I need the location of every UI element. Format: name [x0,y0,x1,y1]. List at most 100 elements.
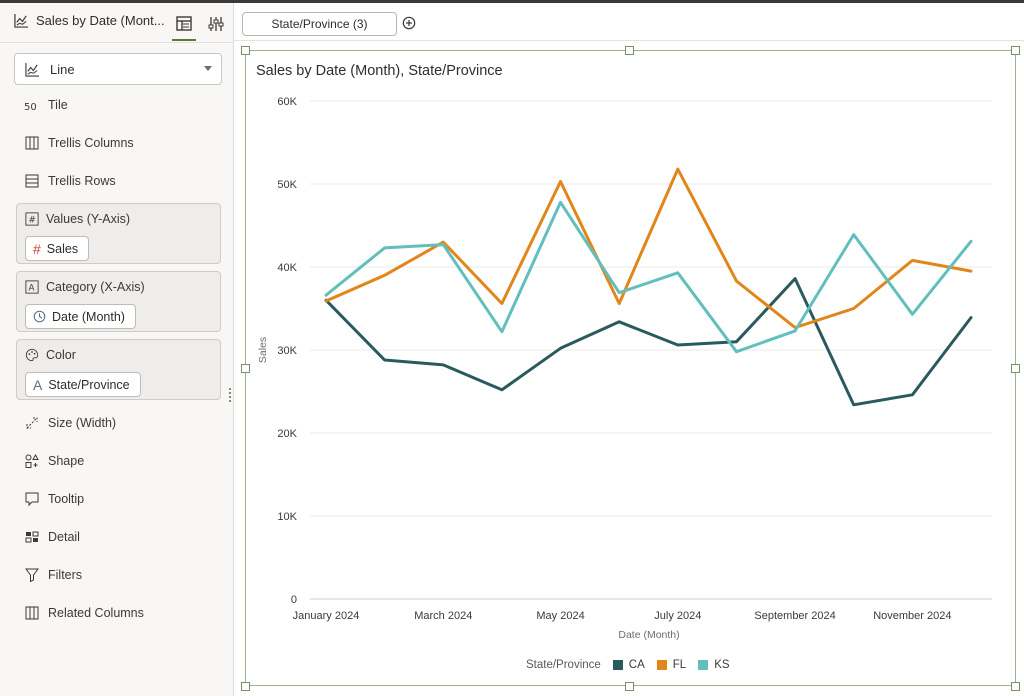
series-line-fl [324,167,973,330]
x-tick-label: January 2024 [293,610,360,622]
y-tick-label: 60K [277,96,297,108]
grammar-item-detail[interactable]: Detail [24,529,80,545]
legend-item-ca[interactable]: CA [612,659,645,671]
data-panel-icon[interactable] [173,13,195,35]
y-tick-label: 50K [277,179,297,191]
resize-handle[interactable] [1011,46,1020,55]
series-line-ks [324,200,973,354]
grammar-item-filters[interactable]: Filters [24,567,82,583]
number-icon: # [25,212,39,226]
legend-swatch [612,660,623,670]
attribute-a-icon: A [33,376,43,393]
properties-icon[interactable] [206,13,226,35]
resize-handle[interactable] [1011,682,1020,691]
resize-handle[interactable] [241,682,250,691]
svg-text:#: # [29,216,36,226]
resize-handle[interactable] [625,46,634,55]
trellis-columns-icon [25,136,39,150]
grammar-item-label: Shape [48,454,85,468]
well-title-label: Category (X-Axis) [46,280,145,294]
x-tick-label: September 2024 [754,610,835,622]
resize-handle[interactable] [241,364,250,373]
well-category[interactable]: A Category (X-Axis) Date (Month) [16,271,221,332]
panel-resize-handle[interactable] [229,388,231,402]
grammar-item-label: Size (Width) [48,416,117,430]
active-tab-indicator [172,39,196,41]
viz-type-dropdown[interactable]: Line [14,53,222,85]
legend-item-fl[interactable]: FL [656,659,687,671]
grammar-item-tile[interactable]: 50 Tile [24,97,68,113]
resize-handle[interactable] [625,682,634,691]
legend-label: KS [714,659,730,671]
detail-icon [25,531,39,543]
line-chart-icon [25,62,40,77]
legend-label: CA [628,659,645,671]
chip-label: Sales [46,241,79,256]
x-tick-label: November 2024 [873,610,951,622]
well-title-label: Color [46,348,76,362]
chip-label: State/Province [48,377,130,392]
svg-text:50: 50 [24,102,37,113]
grammar-item-label: Tile [48,98,68,112]
grammar-item-related-columns[interactable]: Related Columns [24,605,144,621]
grammar-item-tooltip[interactable]: Tooltip [24,491,84,507]
legend-title: State/Province [526,659,601,671]
chart-title: Sales by Date (Month), State/Province [256,63,503,79]
y-tick-label: 20K [277,428,297,440]
shape-icon [25,453,39,468]
chip-label: Date (Month) [52,309,125,324]
chip-date-month[interactable]: Date (Month) [25,304,136,329]
series-line-ca [324,277,973,407]
filter-pill-label: State/Province (3) [271,17,368,31]
resize-handle[interactable] [241,46,250,55]
grammar-item-trellis-rows[interactable]: Trellis Rows [24,173,116,189]
grammar-panel: Sales by Date (Mont... Line [0,3,234,696]
tab-viz-properties[interactable]: Sales by Date (Mont... [14,13,165,28]
svg-text:A: A [29,284,35,294]
well-values[interactable]: # Values (Y-Axis) # Sales [16,203,221,264]
chip-state-province[interactable]: A State/Province [25,372,141,397]
panel-tab-bar: Sales by Date (Mont... [0,3,234,43]
resize-handle[interactable] [1011,364,1020,373]
legend-item-ks[interactable]: KS [698,659,730,671]
measure-hash-icon: # [33,240,41,257]
legend-swatch [656,660,667,670]
chart-legend: State/Province CA FL KS [526,659,730,671]
viz-type-value: Line [50,61,75,77]
legend-label: FL [672,659,687,671]
grammar-item-label: Filters [48,568,83,582]
filter-icon [25,568,39,583]
y-tick-label: 10K [277,511,297,523]
well-color[interactable]: Color A State/Province [16,339,221,400]
add-circle-icon[interactable] [402,16,416,30]
x-tick-label: May 2024 [536,610,584,622]
grammar-item-shape[interactable]: Shape [24,453,84,469]
grammar-item-label: Tooltip [48,492,85,506]
y-tick-label: 30K [277,345,297,357]
attribute-a-icon: A [25,280,39,294]
x-tick-label: March 2024 [414,610,472,622]
chip-sales[interactable]: # Sales [25,236,90,261]
trellis-rows-icon [25,174,39,188]
tab-title-label: Sales by Date (Mont... [36,13,165,28]
filter-pill-state-province[interactable]: State/Province (3) [242,12,397,36]
tooltip-icon [25,492,39,507]
y-tick-label: 0 [291,594,297,606]
grammar-item-label: Trellis Rows [48,174,116,188]
x-tick-label: July 2024 [654,610,701,622]
well-title: Color [25,348,76,362]
tile-icon: 50 [24,102,37,113]
legend-swatch [698,660,709,670]
well-title: A Category (X-Axis) [25,280,145,294]
y-axis-label: Sales [257,337,269,363]
y-tick-label: 40K [277,262,297,274]
grammar-item-size[interactable]: Size (Width) [24,415,116,431]
grammar-item-trellis-columns[interactable]: Trellis Columns [24,135,134,151]
well-title-label: Values (Y-Axis) [46,212,131,226]
x-axis-label: Date (Month) [618,629,679,641]
palette-icon [25,348,39,362]
well-title: # Values (Y-Axis) [25,212,130,226]
clock-icon [33,310,46,323]
grammar-item-label: Trellis Columns [48,136,134,150]
